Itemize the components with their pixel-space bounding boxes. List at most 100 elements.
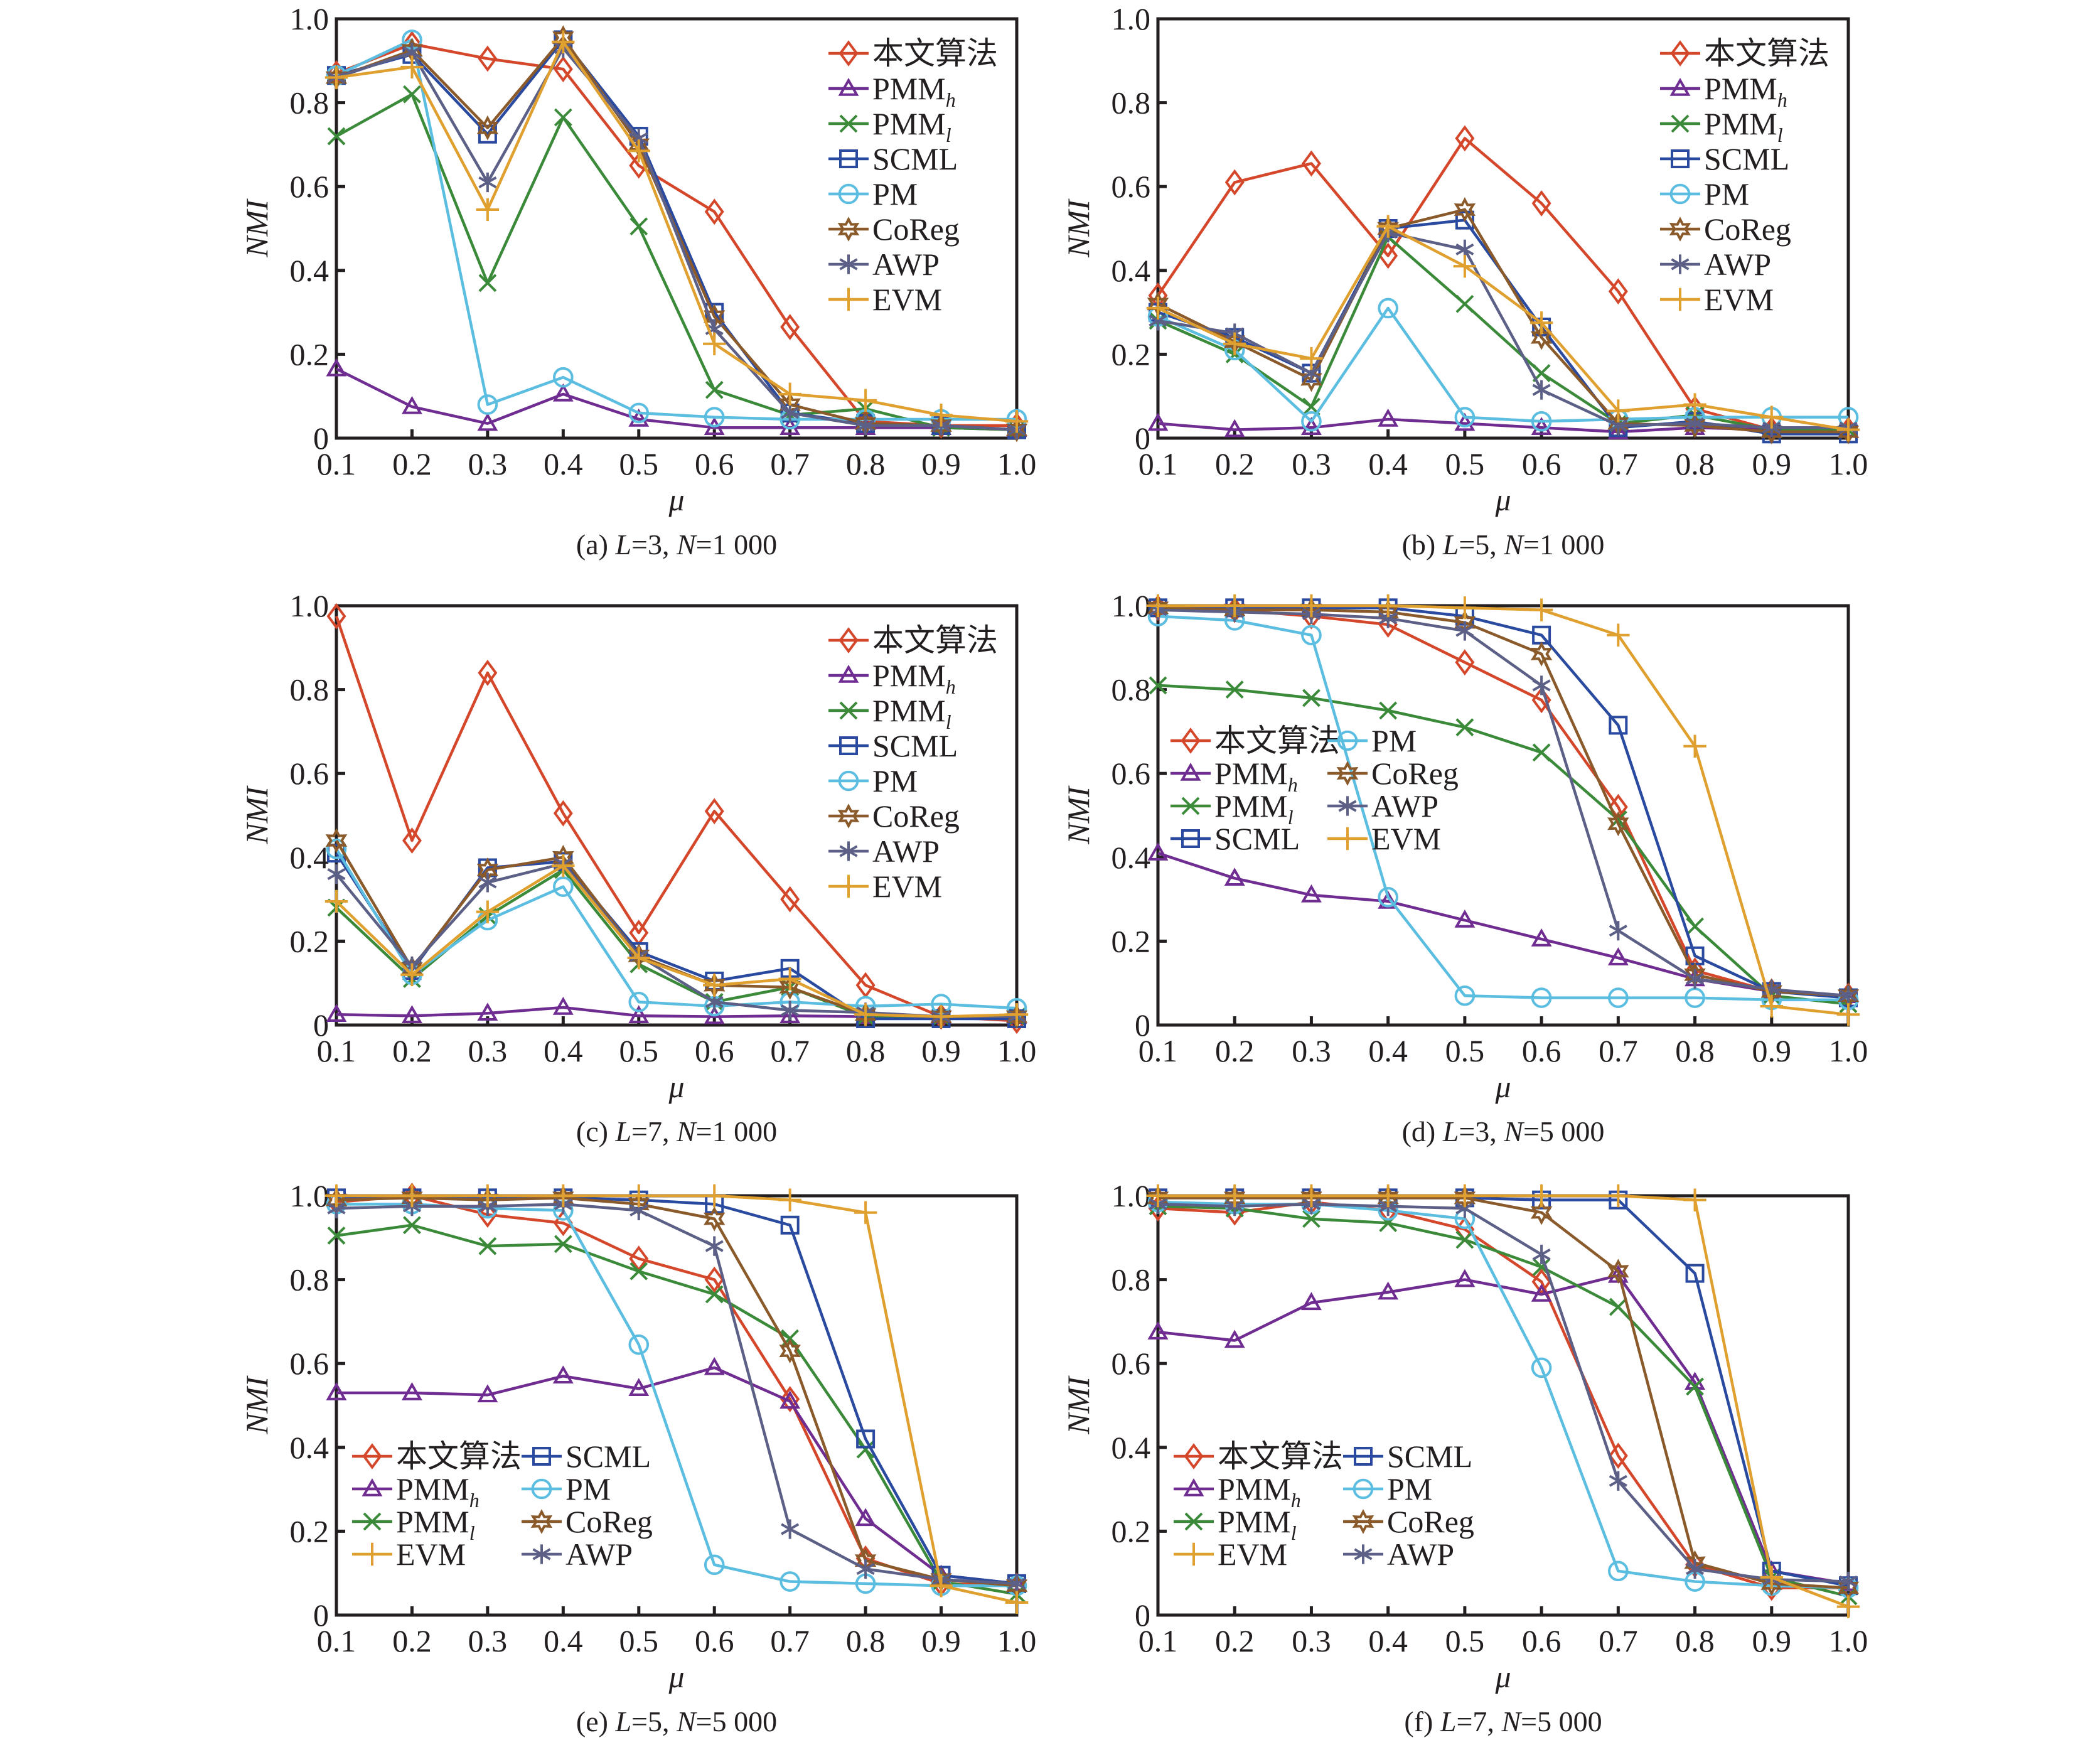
legend-label: AWP [1704, 247, 1771, 282]
x-tick-label: 0.9 [921, 1033, 961, 1068]
legend-item: 本文算法 [828, 623, 998, 658]
legend-label: PMMh [872, 71, 956, 111]
data-point [627, 946, 650, 970]
data-point [856, 1440, 875, 1459]
legend-label: SCML [872, 728, 958, 763]
legend-marker [839, 254, 858, 274]
legend-item: PMMl [828, 106, 951, 146]
data-point [854, 1201, 877, 1224]
legend-item: AWP [522, 1537, 633, 1572]
data-point [1224, 867, 1245, 886]
data-point [1300, 367, 1322, 392]
data-point [1685, 987, 1705, 1008]
data-point [553, 800, 573, 827]
legend-marker [1354, 1544, 1373, 1564]
data-point [705, 380, 724, 399]
data-point [1609, 1471, 1627, 1491]
x-tick-label: 0.4 [1368, 446, 1408, 481]
data-point [552, 854, 575, 878]
y-tick-label: 0 [1135, 1007, 1150, 1043]
series-line [1157, 1205, 1849, 1598]
data-point [1836, 1003, 1860, 1026]
x-tick-label: 0.4 [544, 1033, 583, 1068]
data-point [1378, 298, 1398, 319]
x-tick-label: 0.7 [770, 1033, 810, 1068]
series-line [1157, 231, 1848, 429]
data-point [476, 1184, 500, 1208]
y-tick-label: 0.6 [290, 169, 329, 204]
panel-caption: (c) L=7, N=1 000 [576, 1115, 777, 1147]
legend-item: CoReg [1660, 212, 1791, 247]
data-point [553, 876, 574, 897]
legend-marker [1354, 1447, 1373, 1466]
legend-item: PMMh [352, 1471, 479, 1512]
data-point [629, 1262, 648, 1281]
x-tick-label: 0.7 [1599, 1033, 1638, 1068]
data-point [704, 1356, 725, 1375]
y-axis-label: NMI [1061, 785, 1096, 845]
data-point [1378, 408, 1399, 427]
legend-marker [838, 770, 859, 792]
legend-label: PMMl [1218, 1504, 1297, 1544]
x-tick-label: 0.3 [1292, 1623, 1331, 1658]
x-tick-label: 0.5 [1445, 1623, 1485, 1658]
data-point [1531, 1269, 1551, 1295]
data-point [1224, 1329, 1245, 1348]
x-tick-label: 1.0 [1829, 1623, 1868, 1658]
data-point [1225, 680, 1244, 699]
legend-marker [531, 1478, 552, 1500]
y-tick-label: 1.0 [1112, 1, 1151, 36]
x-tick-label: 0.7 [770, 446, 810, 481]
legend-label: PMMl [872, 693, 951, 733]
data-point [1147, 412, 1169, 431]
series-line [336, 38, 1017, 421]
y-tick-label: 0 [313, 421, 329, 456]
data-point [1302, 689, 1321, 707]
legend-item: CoReg [828, 212, 960, 247]
y-tick-label: 0 [313, 1598, 329, 1633]
x-tick-label: 0.8 [1675, 446, 1715, 481]
data-point [855, 1508, 876, 1527]
legend-label: SCML [1387, 1439, 1472, 1474]
x-axis-label: μ [1494, 1659, 1511, 1694]
x-tick-label: 0.5 [619, 1033, 659, 1068]
data-point [1686, 917, 1704, 936]
legend-item: PM [828, 763, 918, 798]
data-point [703, 1206, 726, 1232]
y-tick-label: 0.8 [1112, 1262, 1151, 1297]
legend-marker [1180, 762, 1201, 781]
legend-marker [838, 627, 859, 653]
legend-marker [837, 874, 860, 898]
data-point [1607, 947, 1629, 965]
x-tick-label: 1.0 [1829, 446, 1868, 481]
legend-marker [839, 701, 858, 720]
panel-caption: (a) L=3, N=1 000 [576, 529, 777, 561]
legend-marker [1338, 796, 1357, 816]
data-point [1609, 716, 1628, 735]
legend-label: CoReg [1371, 756, 1459, 791]
data-point [1300, 1184, 1323, 1208]
data-point [929, 1574, 953, 1598]
legend-item: 本文算法 [1171, 723, 1340, 758]
x-axis-label: μ [668, 1659, 684, 1694]
data-point [1686, 1377, 1704, 1396]
data-point [1607, 1184, 1630, 1208]
panel-caption: (f) L=7, N=5 000 [1404, 1705, 1602, 1737]
data-point [781, 1001, 800, 1021]
data-point [1685, 414, 1705, 434]
series-PMMl [327, 1216, 1026, 1604]
series-line [336, 1194, 1017, 1604]
legend-marker [362, 1478, 383, 1496]
legend-label: PM [565, 1471, 611, 1506]
legend-item: AWP [1343, 1537, 1454, 1572]
data-point [327, 127, 346, 146]
panel-a: 0.1 0.2 0.3 0.4 0.5 0.6 0.7 0.8 0.9 1.0 0 0.2 0.4 0.6… [239, 1, 1036, 561]
data-point [1223, 1184, 1246, 1208]
x-tick-label: 0.1 [317, 1033, 356, 1068]
data-point [1455, 718, 1474, 737]
legend-marker [839, 841, 858, 861]
x-tick-label: 0.9 [921, 446, 961, 481]
legend-item: 本文算法 [1660, 36, 1829, 71]
legend-marker [838, 40, 859, 67]
data-point [476, 115, 499, 141]
